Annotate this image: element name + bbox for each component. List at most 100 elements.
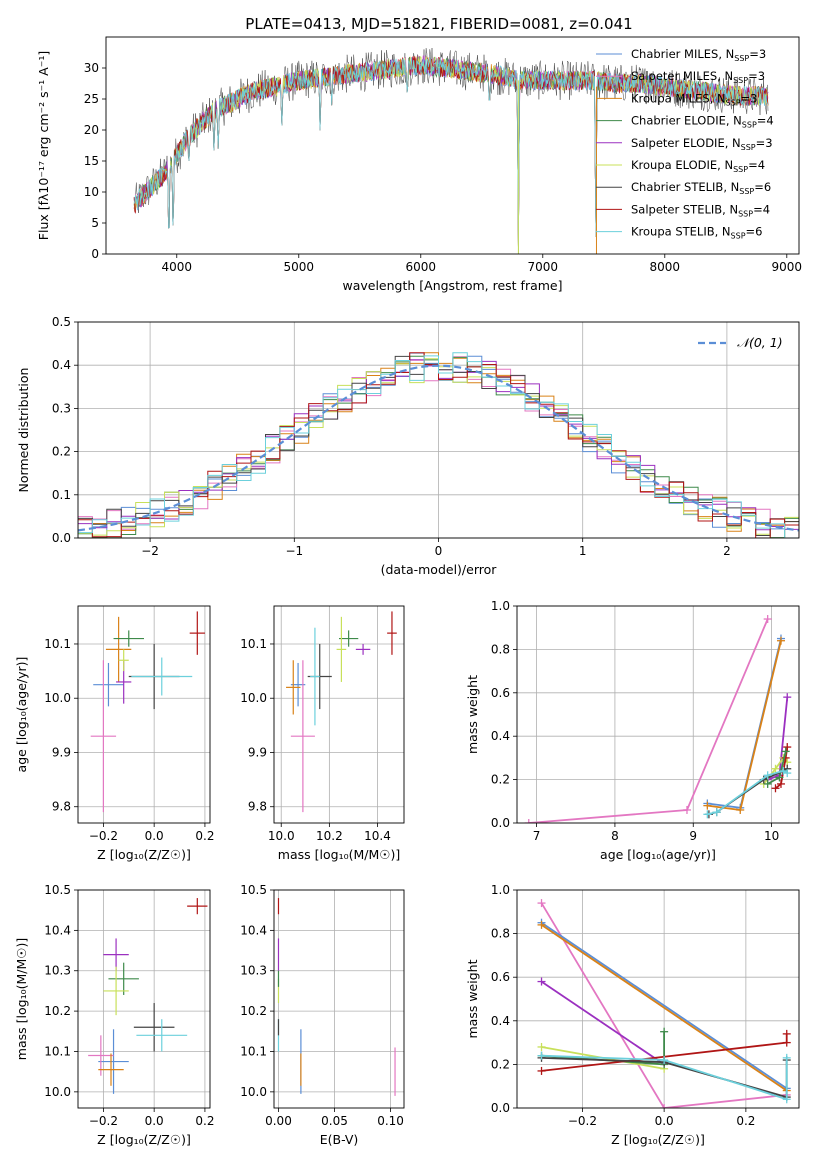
panel-mass-age: 10.0 10.2 10.4 9.8 9.9 10.0 10.1 mass [log₁₀(M/… — [240, 605, 405, 862]
errorbar-point-2 — [98, 1053, 124, 1086]
y-tick-label: 10.3 — [44, 964, 71, 978]
y-tick-label: 0.8 — [491, 927, 510, 941]
y-tick-label: 5 — [91, 216, 99, 230]
panel-age-weight: 7 8 9 10 0.0 0.2 0.4 0.6 0.8 1.0 age [log₁₀(age/yr… — [465, 599, 800, 862]
plot-area-z-weight — [537, 899, 791, 1108]
y-tick-label: 25 — [84, 92, 99, 106]
y-tick-label: 0.8 — [491, 642, 510, 656]
x-tick-label: 0.2 — [736, 1114, 755, 1128]
y-tick-label: 15 — [84, 154, 99, 168]
errorbar-point-0 — [93, 662, 124, 707]
weight-marker — [660, 1104, 669, 1108]
weight-marker — [782, 1038, 791, 1047]
y-tick-label: 10.4 — [240, 923, 267, 937]
y-tick-label: 10 — [84, 185, 99, 199]
y-tick-label: 0.1 — [52, 488, 71, 502]
weight-marker — [712, 808, 721, 817]
weight-marker — [660, 1027, 669, 1036]
x-tick-label: 9 — [689, 829, 697, 843]
axes-frame — [105, 36, 800, 255]
x-axis-label: Z [log₁₀(Z/Z☉)] — [97, 847, 191, 862]
y-tick-label: 10.1 — [44, 1044, 71, 1058]
legend-entry: Salpeter ELODIE, NSSP=3 — [631, 136, 773, 152]
x-tick-label: 1 — [579, 544, 587, 558]
x-tick-label: 10.2 — [316, 829, 343, 843]
y-tick-label: 10.1 — [240, 637, 267, 651]
weight-marker — [775, 773, 784, 782]
x-tick-label: 8000 — [650, 260, 681, 274]
legend-entry: Chabrier ELODIE, NSSP=4 — [631, 114, 774, 130]
weight-marker — [782, 1053, 791, 1062]
y-axis-label: age [log₁₀(age/yr)] — [14, 657, 29, 773]
x-tick-label: 0.0 — [145, 1114, 164, 1128]
legend-entry: Kroupa STELIB, NSSP=6 — [631, 225, 762, 241]
x-tick-label: −2 — [141, 544, 159, 558]
x-tick-label: 0.0 — [655, 1114, 674, 1128]
errorbar-point-2 — [286, 660, 301, 715]
errorbar-point-3 — [339, 630, 359, 647]
x-tick-label: 0.2 — [195, 1114, 214, 1128]
y-tick-label: 10.0 — [44, 1085, 71, 1099]
y-tick-label: 10.4 — [44, 923, 71, 937]
x-axis-label: Z [log₁₀(Z/Z☉)] — [611, 1132, 705, 1147]
spectrum-line-8 — [133, 56, 769, 254]
weight-marker — [776, 636, 785, 645]
y-tick-label: 9.9 — [248, 745, 267, 759]
weight-marker — [537, 1066, 546, 1075]
weight-line-2 — [540, 924, 788, 1092]
errorbar-point-7 — [387, 611, 397, 655]
legend-entry: Salpeter STELIB, NSSP=4 — [631, 202, 770, 218]
axes-frame — [77, 605, 211, 824]
y-tick-label: 10.1 — [240, 1044, 267, 1058]
weight-marker — [771, 784, 780, 793]
normal-curve — [78, 364, 799, 532]
errorbar-point-5 — [118, 649, 129, 672]
figure-title: PLATE=0413, MJD=51821, FIBERID=0081, z=0… — [245, 15, 632, 33]
y-tick-label: 0.2 — [491, 1057, 510, 1071]
weight-line-1 — [540, 902, 787, 1108]
panel-residuals: −2 −1 0 1 2 0.0 0.1 0.2 0.3 0.4 0.5 (data-model)/er… — [16, 315, 800, 577]
plot-area-age-weight — [524, 615, 792, 823]
x-tick-label: 10.4 — [364, 829, 391, 843]
errorbar-point-5 — [103, 966, 129, 1016]
y-tick-label: 10.5 — [44, 883, 71, 897]
x-tick-label: 5000 — [283, 260, 314, 274]
y-tick-label: 20 — [84, 123, 99, 137]
weight-marker — [660, 1056, 669, 1065]
errorbar-point-7 — [189, 611, 205, 655]
x-axis-label: age [log₁₀(age/yr)] — [600, 847, 716, 862]
errorbar-point-4 — [103, 938, 129, 971]
plot-area-z-age — [90, 611, 205, 813]
y-axis-label: mass weight — [465, 959, 480, 1038]
axes-frame — [516, 605, 800, 824]
y-tick-label: 10.0 — [240, 691, 267, 705]
errorbar-point-2 — [105, 616, 132, 682]
weight-marker — [771, 764, 780, 773]
x-tick-label: 7000 — [528, 260, 559, 274]
y-tick-label: 30 — [84, 61, 99, 75]
y-tick-label: 0.4 — [491, 729, 510, 743]
y-tick-label: 1.0 — [491, 599, 510, 613]
errorbar-point-1 — [90, 660, 117, 813]
x-tick-label: 0.0 — [145, 829, 164, 843]
weight-marker — [524, 819, 533, 823]
y-tick-label: 0.6 — [491, 686, 510, 700]
weight-marker — [682, 805, 691, 814]
y-axis-label: Normed distribution — [16, 368, 31, 493]
y-tick-label: 9.8 — [52, 800, 71, 814]
y-tick-label: 10.0 — [44, 691, 71, 705]
y-tick-label: 10.0 — [240, 1085, 267, 1099]
y-tick-label: 0.3 — [52, 401, 71, 415]
axes-frame — [273, 889, 405, 1109]
y-tick-label: 0.0 — [491, 816, 510, 830]
x-tick-label: −1 — [285, 544, 303, 558]
y-tick-label: 0.4 — [52, 358, 71, 372]
plot-area-z-mass — [88, 898, 208, 1094]
x-tick-label: 10.0 — [268, 829, 295, 843]
axes-frame — [516, 889, 800, 1109]
errorbar-point-5 — [336, 616, 347, 682]
y-tick-label: 0 — [91, 247, 99, 261]
x-tick-label: 2 — [723, 544, 731, 558]
y-tick-label: 1.0 — [491, 883, 510, 897]
weight-marker — [537, 899, 546, 908]
